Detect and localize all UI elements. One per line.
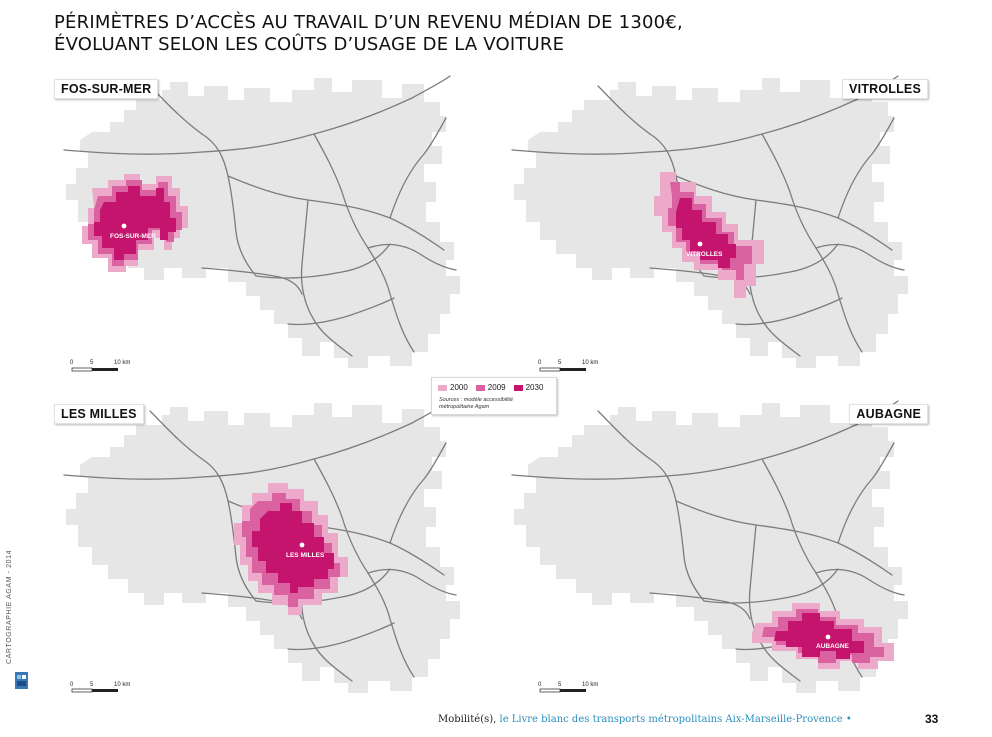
map-badge-fos-sur-mer: FOS-SUR-MER: [54, 79, 159, 99]
scale-bar: 0 5 10 km: [70, 682, 130, 693]
scale-10: 10 km: [114, 682, 130, 688]
city-label-les-milles: LES MILLES: [286, 552, 325, 559]
city-marker: [825, 634, 831, 640]
zone-2030: [252, 503, 334, 593]
legend-swatch-2000: [438, 384, 447, 391]
zone-2030: [676, 198, 736, 268]
title-line-2: ÉVOLUANT SELON LES COÛTS D’USAGE DE LA V…: [54, 34, 565, 55]
map-panel-aubagne: AUBAGNE 0 5 10 km AUBAGNE: [500, 397, 940, 697]
scale-10: 10 km: [582, 682, 598, 688]
scale-bar: 0 5 10 km: [538, 360, 598, 372]
city-marker: [299, 542, 305, 548]
legend-item-2000: 2000: [438, 383, 468, 392]
map-badge-aubagne: AUBAGNE: [849, 404, 928, 424]
scale-bar: 0 5 10 km: [538, 682, 598, 693]
footer-caption: Mobilité(s), le Livre blanc des transpor…: [438, 714, 852, 725]
legend-item-2009: 2009: [475, 383, 506, 392]
scale-5: 5: [90, 360, 94, 366]
scale-bar: 0 5 10 km: [70, 360, 130, 372]
legend-source-line-2: métropolitaine Agam: [439, 404, 490, 410]
page-number: 33: [925, 712, 939, 726]
map-panel-fos-sur-mer: FOS-SUR-MER 0 5 10 km FOS-SUR-MER: [52, 72, 492, 372]
legend-source: Sources : modèle accessibilité métropoli…: [439, 397, 555, 411]
scale-5: 5: [558, 360, 562, 366]
city-label-aubagne: AUBAGNE: [816, 643, 850, 650]
scale-10: 10 km: [114, 360, 130, 366]
map-badge-vitrolles: VITROLLES: [842, 79, 928, 99]
footer-part-1: Mobilité(s),: [438, 714, 497, 725]
map-vitrolles: VITROLLES 0 5 10 km: [511, 75, 909, 372]
side-credit: CARTOGRAPHIE AGAM - 2014: [6, 549, 13, 664]
agam-logo-icon: [15, 672, 28, 689]
scale-0: 0: [538, 360, 542, 366]
legend-items: 2000 2009 2030: [438, 383, 543, 392]
map-fos-sur-mer: FOS-SUR-MER 0 5 10 km: [63, 75, 461, 372]
scale-0: 0: [70, 682, 74, 688]
scale-0: 0: [70, 360, 74, 366]
legend-swatch-2009: [475, 384, 485, 391]
scale-5: 5: [90, 682, 94, 688]
map-legend: 2000 2009 2030 Sources : modèle accessib…: [431, 377, 557, 415]
zone-2030: [94, 186, 176, 260]
city-marker: [121, 223, 127, 229]
footer-part-2: le Livre blanc des transports métropolit…: [496, 714, 852, 725]
city-label-vitrolles: VITROLLES: [686, 251, 723, 258]
scale-10: 10 km: [582, 360, 598, 366]
scale-5: 5: [558, 682, 562, 688]
map-panel-vitrolles: VITROLLES 0 5 10 km VITROLLES: [500, 72, 940, 372]
legend-label-2000: 2000: [450, 383, 468, 392]
city-label-fos-sur-mer: FOS-SUR-MER: [110, 233, 156, 240]
map-aubagne: AUBAGNE 0 5 10 km: [511, 400, 909, 694]
legend-swatch-2030: [513, 384, 523, 391]
map-badge-les-milles: LES MILLES: [54, 404, 144, 424]
map-panel-les-milles: LES MILLES 0 5 10 km LES MILLES: [52, 397, 492, 697]
zone-2030: [774, 613, 864, 659]
map-les-milles: LES MILLES 0 5 10 km: [63, 400, 461, 694]
legend-label-2009: 2009: [487, 383, 506, 392]
scale-0: 0: [538, 682, 542, 688]
legend-label-2030: 2030: [525, 383, 544, 392]
city-marker: [697, 241, 703, 247]
page-title: PÉRIMÈTRES D’ACCÈS AU TRAVAIL D’UN REVEN…: [54, 12, 683, 56]
title-line-1: PÉRIMÈTRES D’ACCÈS AU TRAVAIL D’UN REVEN…: [54, 12, 683, 33]
legend-source-line-1: Sources : modèle accessibilité: [439, 397, 513, 403]
legend-item-2030: 2030: [513, 383, 544, 392]
